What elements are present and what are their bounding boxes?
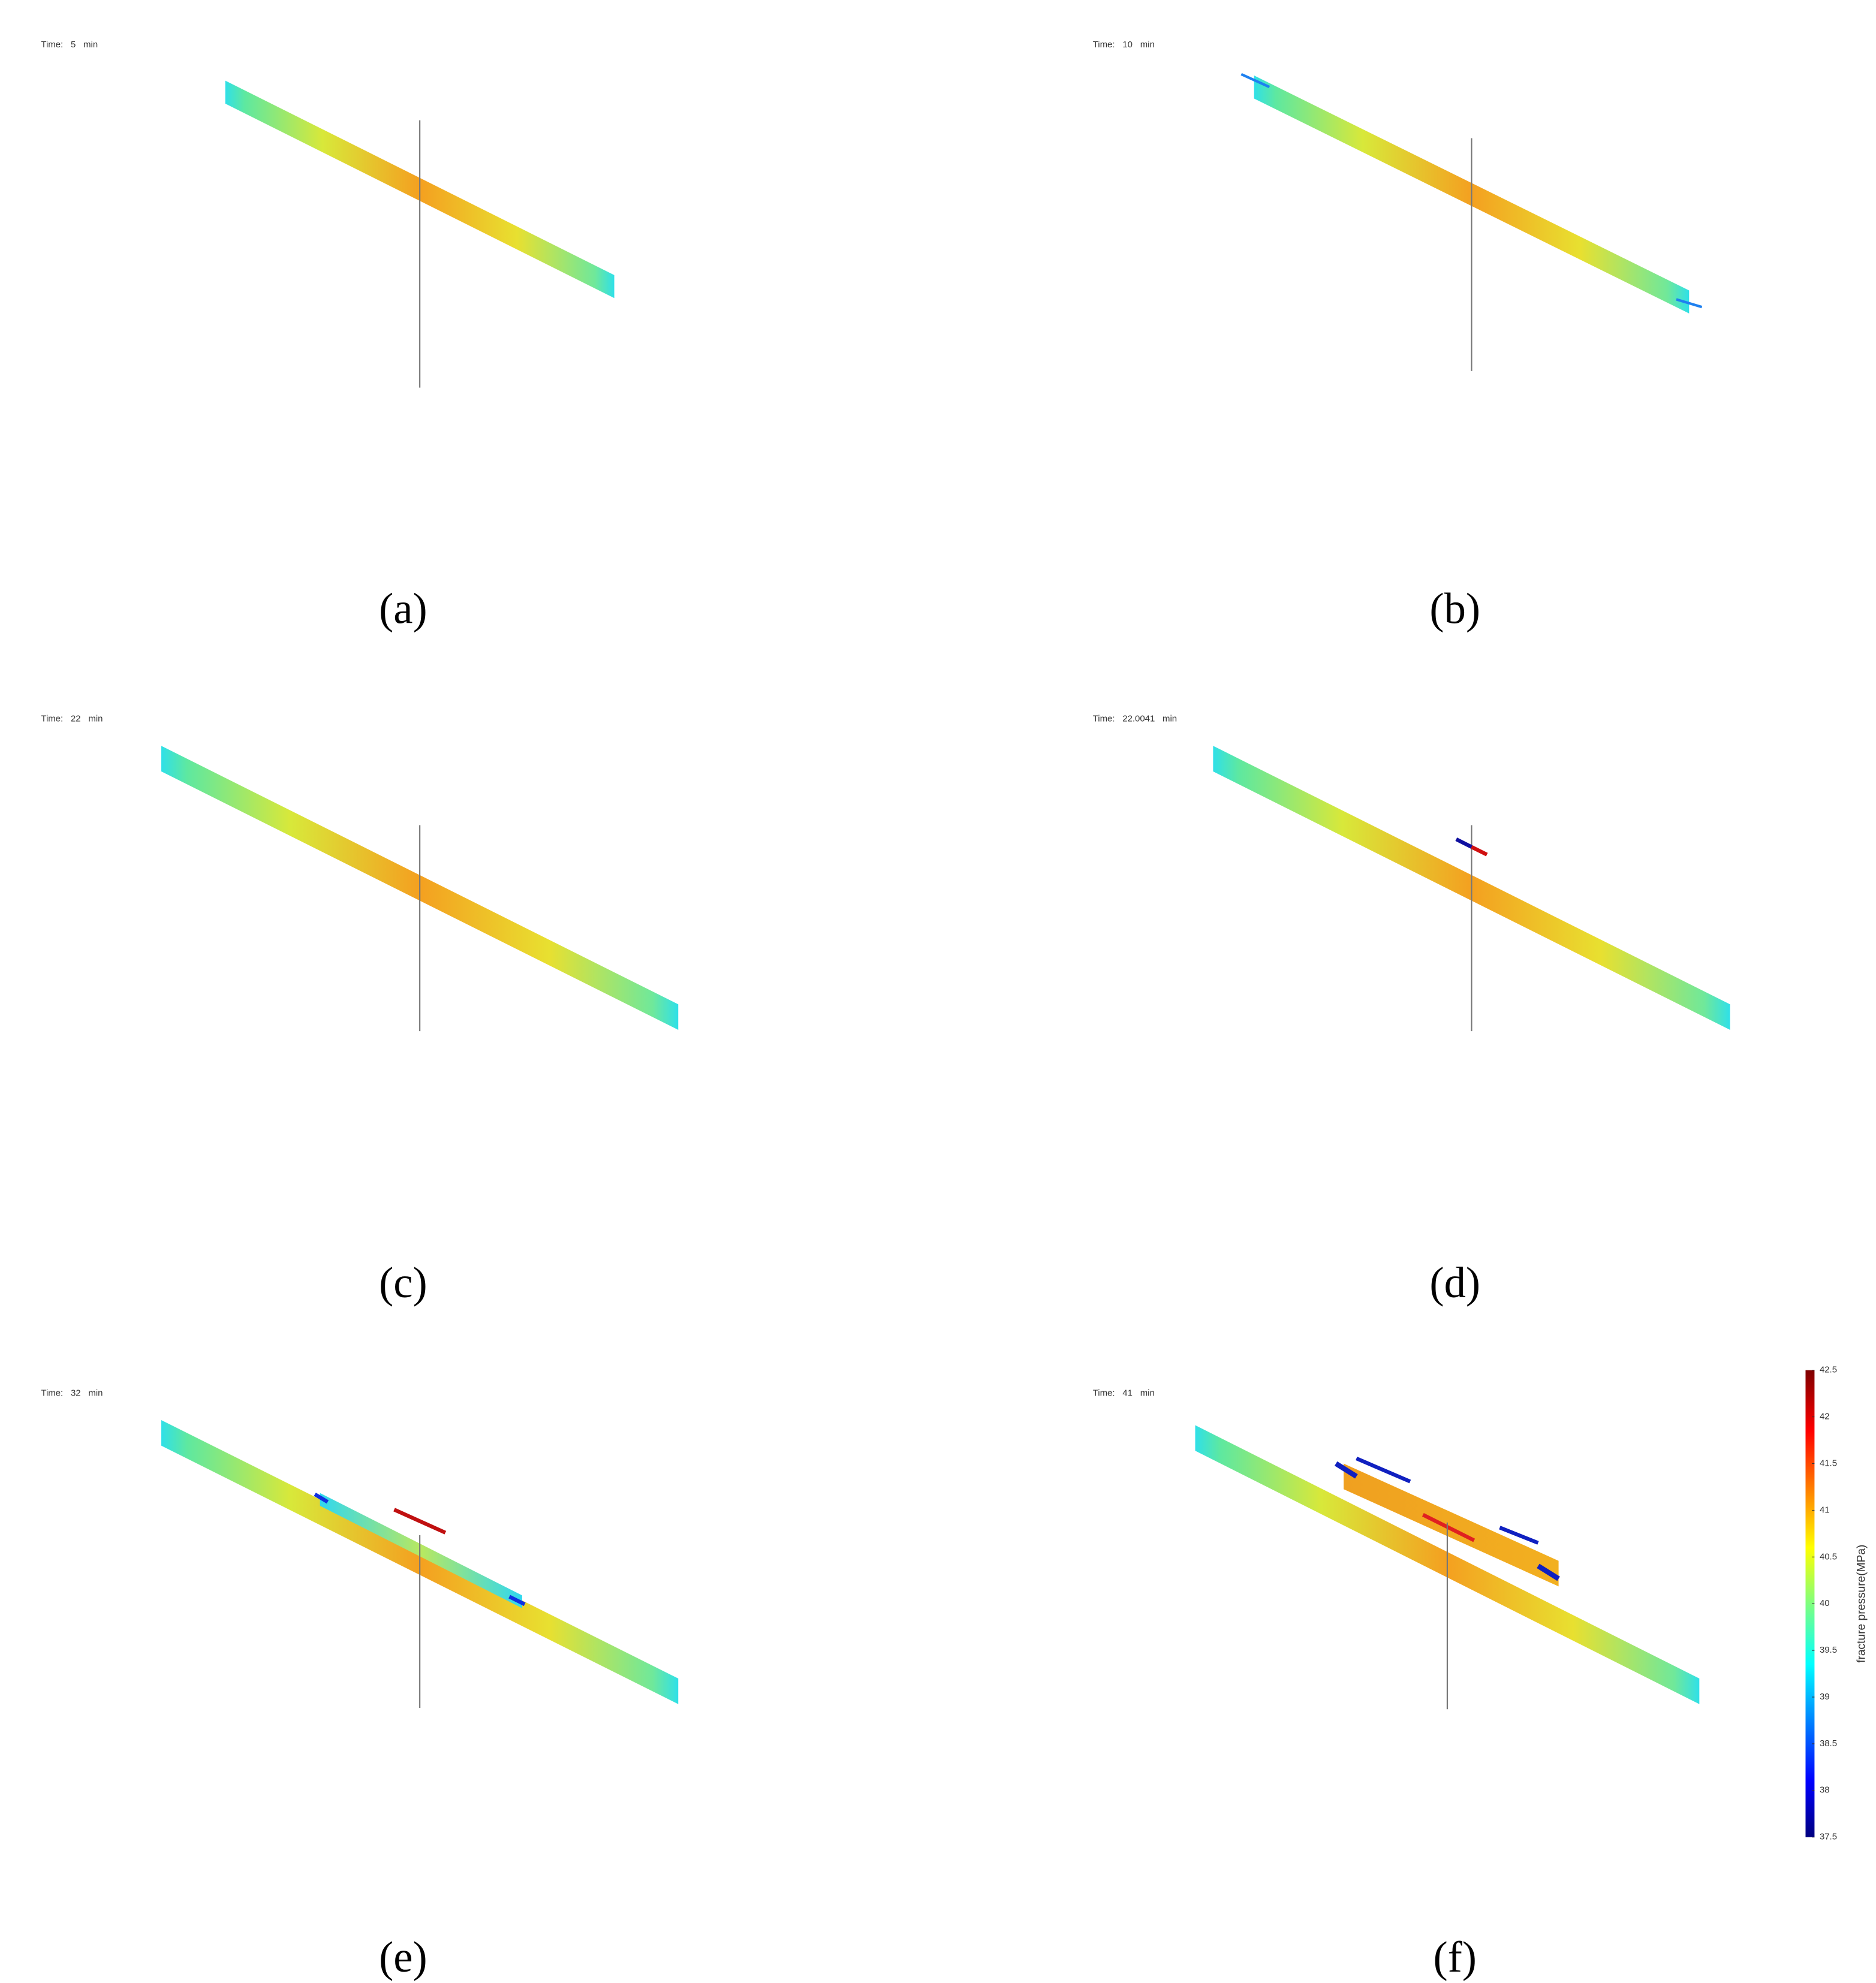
colorbar-tick-label: 42.5 — [1820, 1365, 1837, 1375]
time-label: Time: 22.0041 min — [1093, 714, 1177, 724]
time-prefix: Time: — [41, 714, 63, 724]
time-unit: min — [88, 1388, 103, 1398]
time-value: 10 — [1122, 40, 1133, 50]
time-value: 41 — [1122, 1388, 1133, 1398]
colorbar-tick-label: 38 — [1820, 1785, 1830, 1795]
fracture-branch — [1344, 1463, 1559, 1587]
colorbar-tick-label: 42 — [1820, 1412, 1830, 1422]
fracture-edge — [1422, 1513, 1475, 1542]
colorbar-tick-label: 38.5 — [1820, 1738, 1837, 1749]
time-unit: min — [83, 40, 98, 50]
fracture-branch — [320, 1493, 522, 1608]
time-label: Time: 32 min — [41, 1388, 103, 1398]
caption: (f) — [1433, 1933, 1476, 1981]
colorbar-tick-label: 41 — [1820, 1505, 1830, 1515]
time-label: Time: 10 min — [1093, 40, 1155, 50]
colorbar-tick-label: 40 — [1820, 1598, 1830, 1608]
time-label: Time: 5 min — [41, 40, 98, 50]
time-prefix: Time: — [1093, 714, 1115, 724]
caption: (b) — [1429, 584, 1480, 632]
colorbar-tick-label: 40.5 — [1820, 1551, 1837, 1562]
time-unit: min — [88, 714, 103, 724]
time-unit: min — [1140, 40, 1155, 50]
colorbar-tick-label: 39.5 — [1820, 1645, 1837, 1655]
caption: (e) — [379, 1933, 427, 1981]
fracture-edge — [1356, 1457, 1411, 1484]
fracture-edge — [1471, 845, 1488, 857]
time-value: 5 — [71, 40, 76, 50]
caption: (d) — [1429, 1258, 1480, 1307]
time-unit: min — [1140, 1388, 1155, 1398]
fracture-edge — [1676, 298, 1703, 309]
panel: Time: 22.0041 min (d) — [1093, 714, 1730, 1307]
fracture-edge — [1499, 1526, 1539, 1545]
panel: Time: 32 min (e) — [41, 1388, 679, 1981]
panel: Time: 10 min (b) — [1093, 40, 1703, 632]
panel: Time: 5 min (a) — [41, 40, 615, 632]
time-value: 22.0041 — [1122, 714, 1155, 724]
time-value: 22 — [71, 714, 81, 724]
fracture-edge — [1455, 837, 1473, 849]
fracture-edge — [508, 1595, 526, 1607]
colorbar-tick-label: 37.5 — [1820, 1832, 1837, 1842]
time-value: 32 — [71, 1388, 81, 1398]
time-unit: min — [1163, 714, 1177, 724]
fracture-edge — [1334, 1461, 1358, 1479]
time-prefix: Time: — [41, 40, 63, 50]
colorbar-tick-label: 41.5 — [1820, 1458, 1837, 1468]
colorbar-label: fracture pressure(MPa) — [1855, 1545, 1868, 1663]
fracture-edge — [393, 1508, 447, 1535]
time-prefix: Time: — [41, 1388, 63, 1398]
fracture-edge — [314, 1492, 329, 1504]
colorbar — [1805, 1370, 1815, 1837]
panel: Time: 22 min (c) — [41, 714, 679, 1307]
caption: (c) — [379, 1258, 427, 1307]
time-prefix: Time: — [1093, 40, 1115, 50]
fracture-edge — [1537, 1563, 1560, 1581]
panel: Time: 41 min (f) — [1093, 1388, 1700, 1981]
colorbar-tick-label: 39 — [1820, 1692, 1830, 1702]
time-label: Time: 22 min — [41, 714, 103, 724]
time-label: Time: 41 min — [1093, 1388, 1155, 1398]
fracture-edge — [1240, 73, 1270, 89]
caption: (a) — [379, 584, 427, 632]
time-prefix: Time: — [1093, 1388, 1115, 1398]
